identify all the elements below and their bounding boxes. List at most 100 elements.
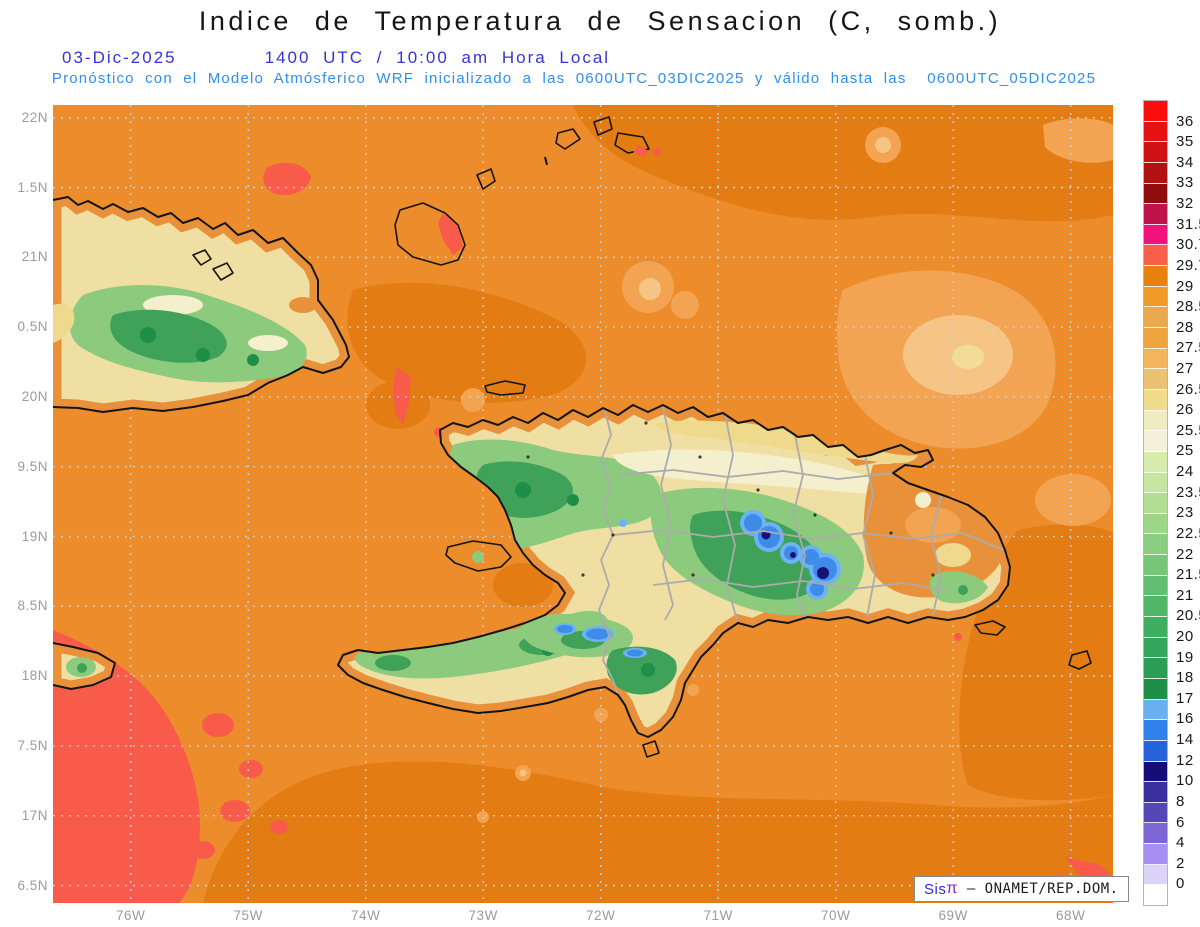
colorbar-swatch [1144, 658, 1167, 679]
map-svg [53, 105, 1113, 903]
colorbar-swatch [1144, 823, 1167, 845]
colorbar-swatch [1144, 286, 1167, 308]
colorbar-swatch [1144, 637, 1167, 659]
lon-tick-label: 72W [586, 908, 616, 923]
tortue-island [484, 380, 526, 396]
colorbar-tick-label: 23 [1176, 504, 1194, 522]
colorbar-swatch [1144, 162, 1167, 184]
colorbar-tick-label: 36 [1176, 112, 1194, 130]
model-info-line: Pronóstico con el Modelo Atmósferico WRF… [51, 70, 1097, 87]
forecast-time: 1400 UTC / 10:00 am Hora Local [264, 48, 611, 67]
colorbar-tick-label: 25 [1176, 442, 1194, 460]
colorbar-swatch [1144, 328, 1167, 349]
date-time-line: 03-Dic-2025 1400 UTC / 10:00 am Hora Loca… [62, 48, 610, 68]
colorbar-swatch [1144, 431, 1167, 452]
colorbar-swatch [1144, 389, 1167, 411]
lon-tick-label: 76W [116, 908, 146, 923]
lat-tick-label: 1.5N [17, 179, 48, 195]
colorbar-tick-label: 32 [1176, 195, 1194, 213]
lat-tick-label: 18N [21, 668, 48, 684]
gonave-island [445, 540, 512, 572]
lon-tick-label: 75W [233, 908, 263, 923]
colorbar-swatch [1144, 802, 1167, 824]
colorbar-swatch [1144, 720, 1167, 741]
colorbar-tick-label: 20.5 [1176, 607, 1200, 625]
org-label: – ONAMET/REP.DOM. [957, 881, 1119, 897]
colorbar-tick-label: 31.5 [1176, 215, 1200, 233]
colorbar-tick-label: 33 [1176, 174, 1194, 192]
colorbar-swatch [1144, 307, 1167, 329]
colorbar-swatch [1144, 224, 1167, 246]
beata-island [642, 740, 660, 758]
station-dots [526, 421, 935, 577]
colorbar-swatch [1144, 617, 1167, 638]
branding-badge: Sis π – ONAMET/REP.DOM. [914, 876, 1129, 902]
colorbar-swatch [1144, 864, 1167, 886]
colorbar-swatch [1144, 451, 1167, 473]
colorbar-swatch [1144, 266, 1167, 287]
lon-tick-label: 71W [703, 908, 733, 923]
colorbar-tick-label: 27 [1176, 360, 1194, 377]
colorbar-swatch [1144, 534, 1167, 556]
colorbar-swatch [1144, 121, 1167, 143]
colorbar-swatch [1144, 245, 1167, 267]
lat-tick-label: 8.5N [17, 598, 48, 614]
colorbar-swatch [1144, 678, 1167, 700]
colorbar-tick-label: 12 [1176, 751, 1194, 769]
colorbar-tick-label: 17 [1176, 689, 1194, 707]
colorbar-tick-label: 23.5 [1176, 483, 1200, 501]
forecast-date: 03-Dic-2025 [62, 48, 177, 67]
colorbar-tick-label: 16 [1176, 710, 1194, 728]
colorbar-swatch [1144, 575, 1167, 597]
jamaica-landmass [53, 642, 116, 690]
colorbar-swatch [1144, 844, 1167, 865]
small-islands-north [394, 116, 661, 266]
lat-tick-label: 0.5N [17, 319, 48, 335]
colorbar-tick-label: 6 [1176, 813, 1185, 831]
lat-tick-label: 22N [21, 109, 48, 125]
colorbar-tick-label: 22 [1176, 545, 1194, 563]
lon-tick-label: 73W [468, 908, 498, 923]
colorbar-tick-label: 21 [1176, 586, 1194, 604]
colorbar-swatch [1144, 101, 1167, 122]
colorbar-swatch [1144, 555, 1167, 576]
cuba-landmass [53, 196, 350, 413]
colorbar-swatch [1144, 740, 1167, 762]
lon-tick-label: 70W [821, 908, 851, 923]
colorbar-swatch [1144, 142, 1167, 163]
colorbar-swatch [1144, 493, 1167, 514]
sispi-logo-pi: π [946, 880, 958, 897]
colorbar-swatch [1144, 596, 1167, 618]
colorbar [1143, 100, 1168, 906]
colorbar-swatch [1144, 348, 1167, 370]
ocean-warm-light-regions [461, 118, 1113, 823]
hot-red-patches [53, 162, 1113, 903]
lat-tick-label: 20N [21, 388, 48, 404]
colorbar-tick-label: 26 [1176, 401, 1194, 419]
colorbar-tick-label: 30.7 [1176, 236, 1200, 254]
colorbar-tick-label: 4 [1176, 834, 1185, 852]
colorbar-tick-label: 10 [1176, 772, 1194, 790]
lat-tick-label: 19N [21, 528, 48, 544]
mona-island [1068, 650, 1092, 670]
colorbar-swatch [1144, 699, 1167, 721]
lon-tick-label: 68W [1056, 908, 1086, 923]
colorbar-swatch [1144, 782, 1167, 803]
colorbar-swatch [1144, 472, 1167, 494]
lat-tick-label: 17N [21, 807, 48, 823]
colorbar-tick-label: 19 [1176, 648, 1194, 666]
colorbar-swatch [1144, 513, 1167, 535]
lon-tick-label: 74W [351, 908, 381, 923]
colorbar-tick-label: 2 [1176, 854, 1185, 872]
colorbar-tick-label: 29 [1176, 277, 1194, 295]
colorbar-swatch [1144, 204, 1167, 225]
lon-tick-label: 69W [938, 908, 968, 923]
colorbar-tick-label: 0 [1176, 875, 1185, 893]
colorbar-tick-label: 20 [1176, 628, 1194, 645]
map-canvas [53, 105, 1113, 903]
colorbar-tick-label: 18 [1176, 669, 1194, 687]
lat-tick-label: 7.5N [17, 737, 48, 753]
colorbar-tick-label: 34 [1176, 153, 1194, 171]
colorbar-swatch [1144, 761, 1167, 783]
